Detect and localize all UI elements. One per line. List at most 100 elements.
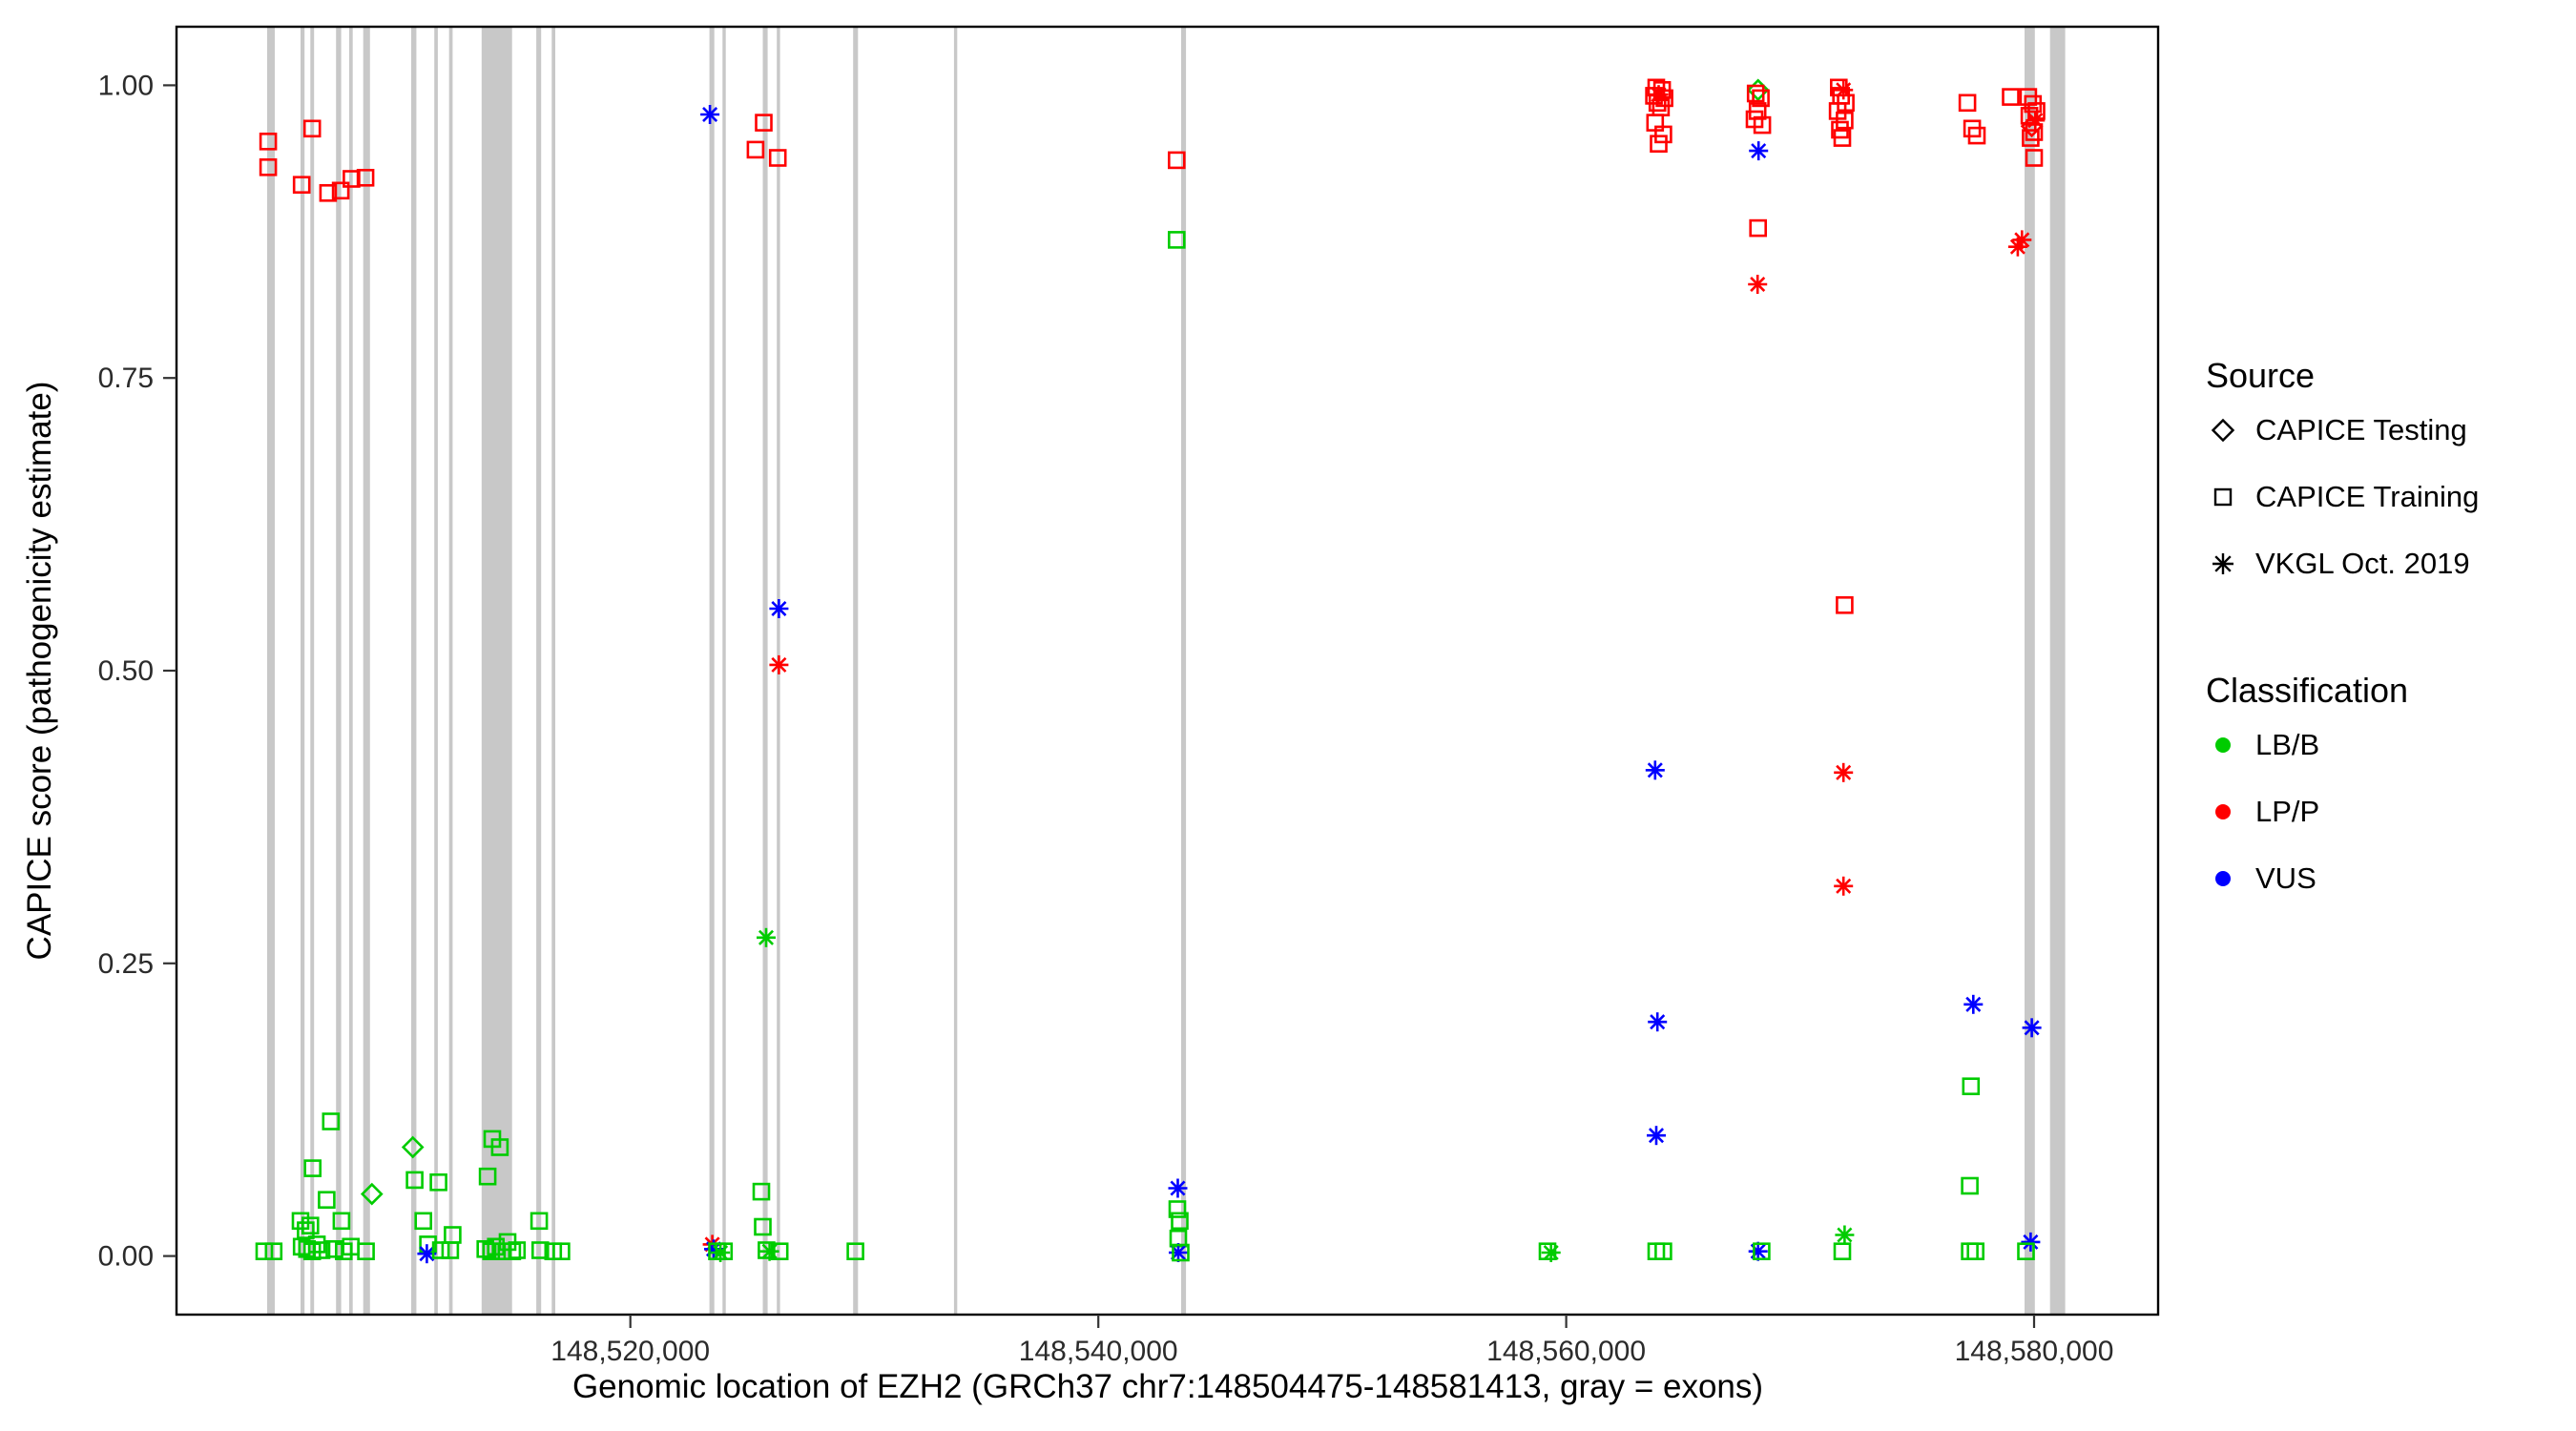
data-point-square bbox=[431, 1241, 450, 1259]
data-point-square bbox=[755, 114, 773, 132]
data-point-asterisk bbox=[1649, 85, 1669, 105]
data-point-square bbox=[490, 1138, 509, 1156]
data-point-square bbox=[1168, 151, 1186, 170]
data-point-asterisk bbox=[1963, 994, 1984, 1014]
legend-item-capice-testing: CAPICE Testing bbox=[2206, 397, 2568, 464]
exon-bar bbox=[1181, 27, 1187, 1315]
y-tick-label: 0.75 bbox=[98, 363, 154, 394]
data-point-square bbox=[1168, 1200, 1187, 1218]
data-point-square bbox=[476, 1240, 495, 1258]
data-point-square bbox=[1753, 115, 1772, 135]
data-point-square bbox=[1654, 1242, 1672, 1260]
diamond-icon bbox=[2206, 413, 2240, 447]
data-point-square bbox=[482, 1242, 501, 1260]
data-point-square bbox=[1961, 1242, 1979, 1260]
data-point-square bbox=[414, 1212, 433, 1231]
data-point-asterisk bbox=[1834, 80, 1854, 100]
data-point-square bbox=[2025, 123, 2044, 141]
legend-source-title: Source bbox=[2206, 356, 2316, 395]
exon-bar bbox=[363, 27, 370, 1315]
exon-bar bbox=[709, 27, 715, 1315]
legend-group-source: Source CAPICE Testing CAPICE Training bbox=[2206, 355, 2568, 597]
data-point-square bbox=[303, 1159, 322, 1177]
data-point-square bbox=[1966, 1242, 1984, 1260]
data-point-square bbox=[332, 1212, 351, 1231]
exon-bar bbox=[336, 27, 342, 1315]
data-point-asterisk bbox=[1168, 1178, 1188, 1198]
data-point-square bbox=[1753, 1242, 1771, 1260]
data-point-asterisk bbox=[1647, 1126, 1666, 1146]
x-tick-label: 148,520,000 bbox=[551, 1336, 710, 1367]
data-point-asterisk bbox=[2022, 1018, 2042, 1038]
data-point-square bbox=[1836, 111, 1854, 130]
lbb-color-dot-icon bbox=[2206, 728, 2240, 762]
exon-bar bbox=[481, 27, 512, 1315]
data-point-square bbox=[1836, 595, 1854, 614]
data-point-square bbox=[1967, 126, 1986, 145]
x-tick-label: 148,540,000 bbox=[1019, 1336, 1178, 1367]
data-point-square bbox=[1650, 135, 1668, 153]
data-point-square bbox=[1171, 1212, 1189, 1231]
data-point-square bbox=[1833, 1242, 1852, 1260]
data-point-square bbox=[1746, 84, 1765, 103]
data-point-square bbox=[770, 1242, 789, 1260]
data-point-square bbox=[331, 181, 350, 200]
lpp-color-dot-icon bbox=[2206, 795, 2240, 829]
data-point-square bbox=[746, 140, 765, 159]
data-point-square bbox=[2022, 129, 2040, 147]
exon-bar bbox=[2025, 27, 2035, 1315]
data-point-square bbox=[405, 1171, 424, 1190]
y-axis-title: CAPICE score (pathogenicity estimate) bbox=[21, 381, 58, 961]
data-point-diamond bbox=[401, 1135, 425, 1159]
x-axis-title: Genomic location of EZH2 (GRCh37 chr7:14… bbox=[571, 1368, 1764, 1405]
data-point-asterisk bbox=[769, 599, 789, 618]
data-point-square bbox=[312, 1241, 331, 1259]
data-point-square bbox=[1961, 1176, 1979, 1195]
data-point-asterisk bbox=[1645, 760, 1665, 780]
data-point-square bbox=[259, 158, 278, 176]
data-point-asterisk bbox=[1835, 1225, 1855, 1245]
exon-bar bbox=[434, 27, 438, 1315]
data-point-asterisk bbox=[757, 927, 776, 947]
data-point-square bbox=[530, 1212, 549, 1231]
data-point-square bbox=[1168, 231, 1186, 249]
data-point-square bbox=[752, 1182, 771, 1201]
exon-bar bbox=[301, 27, 305, 1315]
data-point-asterisk bbox=[700, 105, 720, 124]
y-tick-label: 0.50 bbox=[98, 655, 154, 687]
exon-bar bbox=[267, 27, 275, 1315]
asterisk-icon bbox=[2206, 547, 2240, 581]
data-point-diamond bbox=[360, 1182, 384, 1206]
legend-item-vkgl: VKGL Oct. 2019 bbox=[2206, 530, 2568, 597]
panel-border bbox=[175, 25, 2160, 1317]
data-point-asterisk bbox=[1749, 141, 1769, 161]
data-point-asterisk bbox=[2012, 230, 2032, 250]
data-point-square bbox=[255, 1242, 274, 1260]
square-icon bbox=[2206, 480, 2240, 514]
y-tick-label: 0.25 bbox=[98, 948, 154, 980]
data-point-square bbox=[357, 1242, 375, 1260]
data-point-square bbox=[1958, 93, 1977, 113]
data-point-square bbox=[1654, 125, 1672, 144]
data-point-square bbox=[508, 1241, 527, 1259]
data-point-asterisk bbox=[769, 654, 789, 674]
data-point-square bbox=[1172, 1243, 1190, 1262]
data-point-square bbox=[1962, 1077, 1981, 1095]
data-point-square bbox=[2017, 1242, 2035, 1260]
data-point-square bbox=[292, 176, 311, 194]
data-point-square bbox=[429, 1173, 447, 1192]
legend-item-label: CAPICE Training bbox=[2255, 480, 2480, 513]
data-point-asterisk bbox=[2021, 1232, 2041, 1252]
data-point-square bbox=[768, 149, 787, 167]
exon-bar bbox=[411, 27, 417, 1315]
data-point-square bbox=[552, 1242, 571, 1260]
data-point-square bbox=[291, 1212, 310, 1231]
legend-item-label: VKGL Oct. 2019 bbox=[2255, 547, 2470, 580]
legend-item-label: VUS bbox=[2255, 861, 2316, 895]
x-tick-label: 148,580,000 bbox=[1955, 1336, 2114, 1367]
data-point-square bbox=[319, 184, 338, 202]
data-point-asterisk bbox=[1541, 1243, 1561, 1262]
data-point-asterisk bbox=[1834, 876, 1854, 896]
